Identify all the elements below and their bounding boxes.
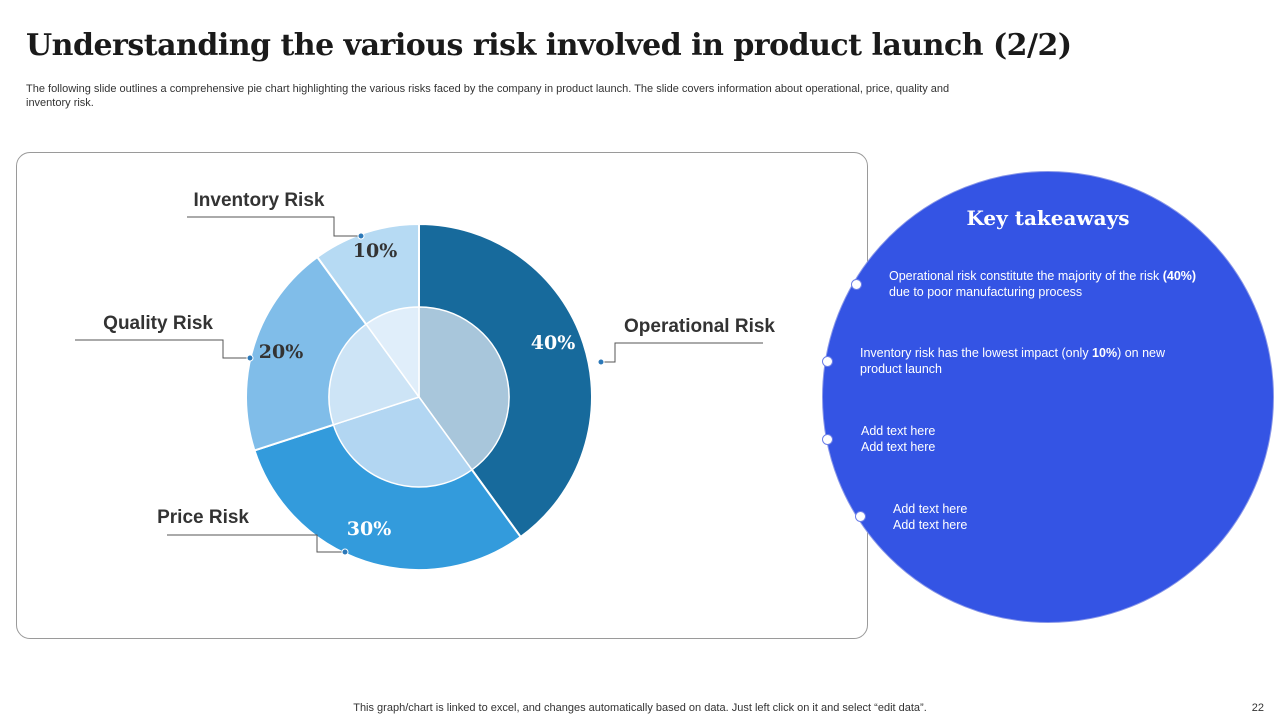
category-label-operational-risk: Operational Risk <box>624 316 775 337</box>
category-label-inventory-risk: Inventory Risk <box>194 190 325 211</box>
pie-inner-slice-inventory-risk <box>365 306 420 400</box>
page-number: 22 <box>1251 702 1264 714</box>
key-takeaways-circle: Key takeaways Operational risk constitut… <box>822 171 1274 623</box>
pie-inner-slice-operational-risk <box>418 306 510 471</box>
leader-dot-price-risk <box>341 548 349 556</box>
leader-dot-operational-risk <box>597 358 605 366</box>
category-label-price-risk: Price Risk <box>157 507 249 528</box>
bullet-dot-2 <box>822 356 833 367</box>
key-takeaways-title: Key takeaways <box>966 206 1130 230</box>
data-label-price-risk: 30% <box>347 518 392 540</box>
leader-dot-quality-risk <box>246 354 254 362</box>
takeaway-item-1: Operational risk constitute the majority… <box>889 269 1197 299</box>
leader-line-quality-risk <box>75 339 250 359</box>
takeaway-item-4: Add text here Add text here <box>893 502 968 532</box>
leader-dot-inventory-risk <box>357 232 365 240</box>
takeaway-item-3: Add text here Add text here <box>861 424 936 454</box>
bullet-dot-1 <box>851 279 862 290</box>
chart-footnote: This graph/chart is linked to excel, and… <box>353 702 927 714</box>
data-label-inventory-risk: 10% <box>353 240 398 262</box>
slide-title: Understanding the various risk involved … <box>26 28 1072 63</box>
takeaway-item-2: Inventory risk has the lowest impact (on… <box>860 346 1166 376</box>
slide-subtitle: The following slide outlines a comprehen… <box>26 83 950 109</box>
data-label-quality-risk: 20% <box>259 341 304 363</box>
bullet-dot-4 <box>855 511 866 522</box>
category-label-quality-risk: Quality Risk <box>103 313 213 334</box>
pie-inner-slice-quality-risk <box>328 323 421 426</box>
pie-inner-slice-price-risk <box>332 396 473 488</box>
bullet-dot-3 <box>822 434 833 445</box>
leader-line-operational-risk <box>601 342 763 363</box>
chart-panel[interactable]: 40% 30% 20% 10% Operational Risk Price Risk Q… <box>16 152 868 639</box>
data-label-operational-risk: 40% <box>531 332 576 354</box>
leader-line-inventory-risk <box>187 216 361 237</box>
pie-slice-price-risk[interactable] <box>253 395 523 571</box>
leader-line-price-risk <box>167 534 345 553</box>
pie-chart[interactable]: 40% 30% 20% 10% Operational Risk Price Risk Q… <box>17 153 869 640</box>
